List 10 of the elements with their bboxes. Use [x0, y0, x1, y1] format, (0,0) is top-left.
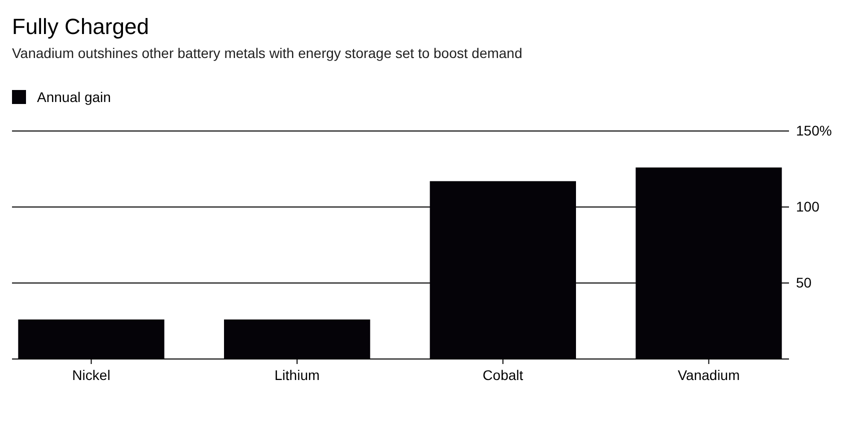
y-tick-label: 50 — [796, 274, 812, 290]
chart-subtitle: Vanadium outshines other battery metals with energy storage set to boost demand — [12, 45, 522, 61]
x-tick-label: Lithium — [274, 366, 320, 383]
y-tick-label: 100 — [796, 198, 820, 214]
y-tick-label: 150% — [796, 122, 832, 138]
x-tick-label: Vanadium — [678, 366, 740, 383]
chart-title: Fully Charged — [12, 14, 149, 39]
x-tick-label: Nickel — [72, 366, 110, 383]
legend-label: Annual gain — [37, 89, 111, 105]
x-tick-label: Cobalt — [482, 366, 524, 383]
